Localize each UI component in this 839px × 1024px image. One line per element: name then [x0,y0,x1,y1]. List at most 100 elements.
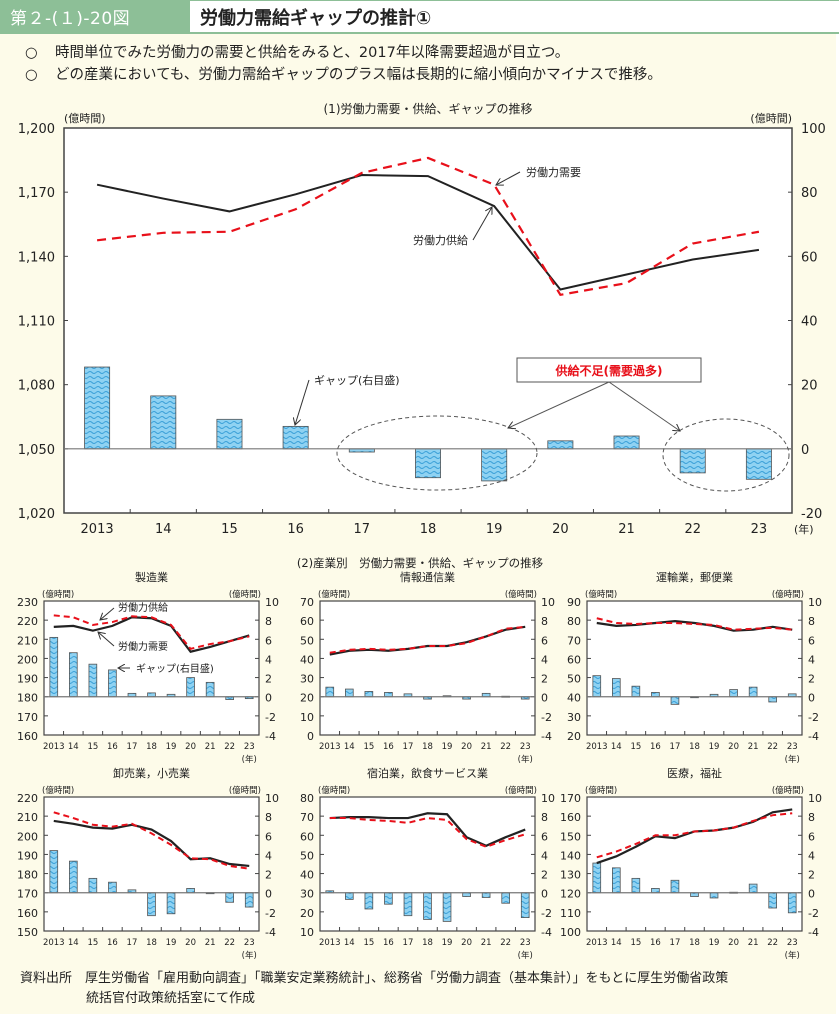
x-tick-label: 23 [787,938,798,948]
x-tick-label: 18 [146,938,157,948]
x-tick-label: 17 [127,938,138,948]
right-tick-label: 8 [265,615,272,628]
gap-bar [481,448,508,482]
left-tick-label: 60 [300,615,314,628]
right-tick-label: 4 [265,849,272,862]
gap-bar [84,366,111,450]
gap-bar [481,892,491,898]
left-tick-label: 60 [567,653,581,666]
supply-line [96,174,760,291]
left-tick-label: 180 [17,692,38,705]
left-tick-label: 40 [300,653,314,666]
x-tick-label: 15 [363,742,374,752]
gap-bar [547,440,574,450]
left-tick-label: 190 [17,849,38,862]
left-tick-label: 110 [560,907,581,920]
gap-bar [787,892,797,914]
left-axis-unit: (億時間) [42,589,74,600]
x-tick-label: 14 [611,742,622,752]
x-tick-label: 21 [748,938,759,948]
right-tick-label: 4 [808,653,815,666]
right-tick-label: 0 [541,888,548,901]
right-axis-unit: (億時間) [772,589,804,600]
left-tick-label: 170 [560,792,581,805]
x-tick-label: 2013 [319,938,341,948]
x-unit-label: (年) [518,950,533,961]
x-tick-label: 2013 [586,742,608,752]
gap-bar [612,678,621,698]
gap-bar [768,892,777,909]
right-tick-label: 6 [265,634,272,647]
source-line-1: 資料出所 厚生労働省「雇用動向調査」「職業安定業務統計」、総務省「労働力調査（基… [20,971,729,986]
gap-bar [108,881,117,894]
chart-title: (1)労働力需要・供給、ギャップの推移 [324,102,533,116]
x-tick-label: 20 [728,938,739,948]
gap-bar [108,669,117,698]
x-tick-label: 2013 [81,522,114,537]
gap-bar [415,448,441,479]
left-tick-label: 0 [307,730,314,743]
figure-number: 第２-(１)-20図 [0,0,190,32]
bullet-text: どの産業においても、労働力需給ギャップのプラス幅は長期的に縮小傾向かマイナスで推… [55,67,662,83]
demand-line [596,617,793,631]
left-tick-label: 90 [567,596,581,609]
x-tick-label: 17 [403,938,414,948]
right-tick-label: 6 [808,634,815,647]
right-tick-label: 2 [808,869,815,882]
gap-bar [205,681,215,698]
gap-bar [670,696,680,705]
supply-label: 労働力供給 [413,233,468,247]
x-tick-label: 16 [107,938,118,948]
left-tick-label: 140 [560,849,581,862]
x-tick-label: 15 [87,742,98,752]
left-axis-unit: (億時間) [42,785,74,796]
gap-bar [592,862,602,894]
demand-line [596,812,793,859]
x-tick-label: 22 [684,522,701,537]
x-tick-label: 18 [420,522,437,537]
right-tick-label: -4 [808,926,819,939]
right-tick-label: -4 [808,730,819,743]
left-tick-label: 160 [560,811,581,824]
gap-bar [384,892,393,905]
right-tick-label: 0 [541,692,548,705]
x-tick-label: 17 [127,742,138,752]
x-tick-label: 16 [650,742,661,752]
right-tick-label: 6 [265,830,272,843]
left-tick-label: 1,110 [18,315,55,330]
left-tick-label: 180 [17,869,38,882]
gap-bar [88,877,98,894]
gap-bar [748,883,758,894]
x-tick-label: 19 [166,938,177,948]
right-tick-label: 0 [808,692,815,705]
left-tick-label: 1,170 [18,186,55,201]
left-tick-label: 120 [560,888,581,901]
x-tick-label: 17 [354,522,371,537]
left-tick-label: 50 [300,634,314,647]
right-axis-unit: (億時間) [505,589,537,600]
gap-bar [592,675,602,698]
x-tick-label: 19 [709,938,720,948]
left-tick-label: 40 [567,692,581,705]
gap-bar [49,636,59,698]
left-tick-label: 210 [17,811,38,824]
left-tick-label: 1,020 [18,507,55,522]
x-tick-label: 16 [287,522,304,537]
left-tick-label: 150 [560,830,581,843]
left-tick-label: 50 [567,673,581,686]
right-tick-label: 10 [541,792,555,805]
x-tick-label: 18 [689,938,700,948]
gap-bar [49,850,59,894]
left-axis-unit: (億時間) [318,785,350,796]
x-tick-label: 14 [68,938,79,948]
right-tick-label: 0 [265,888,272,901]
demand-label: 労働力需要 [118,640,168,653]
x-tick-label: 19 [442,938,453,948]
right-tick-label: 8 [808,615,815,628]
right-tick-label: 10 [265,596,279,609]
x-tick-label: 16 [383,742,394,752]
right-tick-label: -2 [808,711,819,724]
chart-title: 卸売業，小売業 [113,766,190,780]
left-tick-label: 70 [300,811,314,824]
gap-bar [216,418,243,450]
